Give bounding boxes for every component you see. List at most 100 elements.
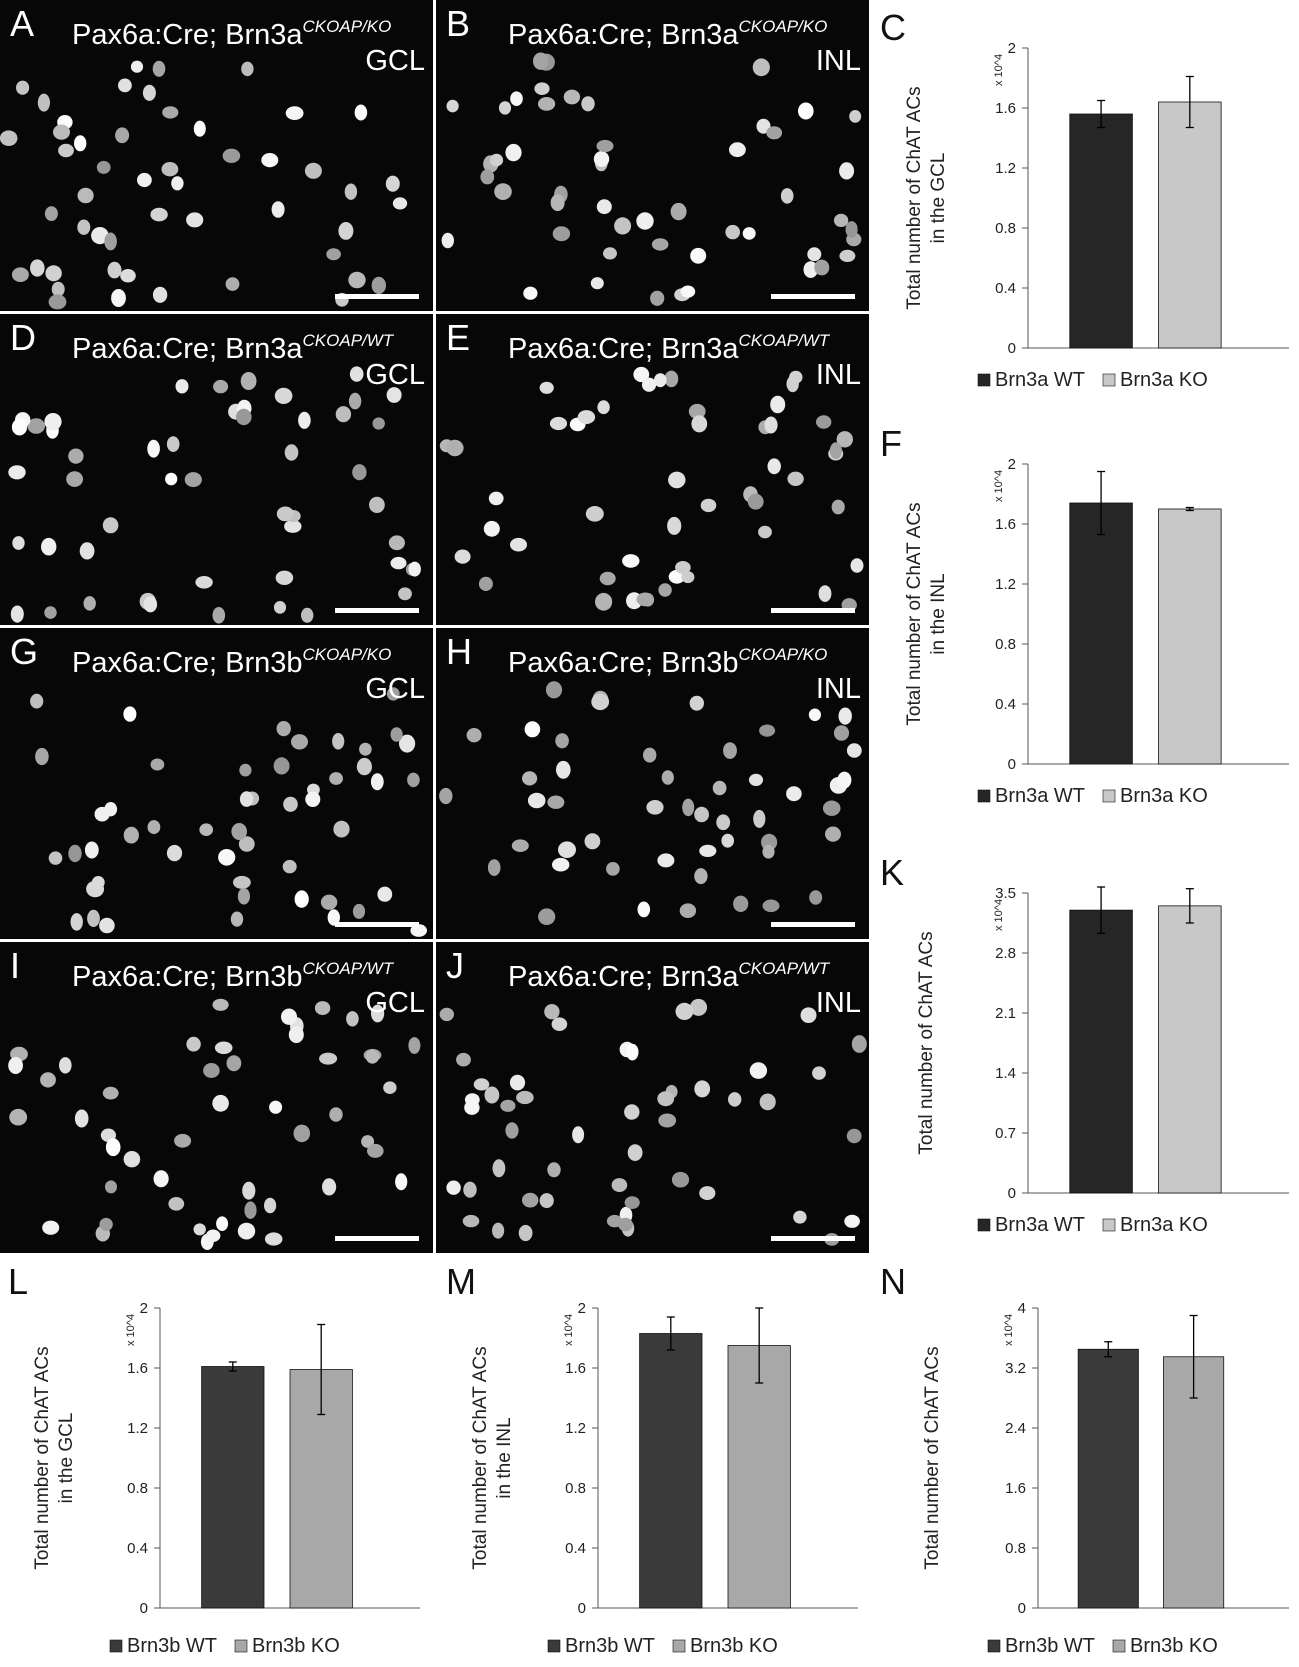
legend-swatch xyxy=(1102,373,1116,387)
cell-body xyxy=(216,1216,229,1231)
cell-body xyxy=(694,806,709,823)
cell-body xyxy=(346,1011,359,1027)
y-tick-label: 0.4 xyxy=(127,1540,148,1557)
cell-body xyxy=(162,106,179,119)
cell-body xyxy=(657,1091,675,1107)
genotype-label: Pax6a:Cre; Brn3aCKOAP/WT xyxy=(508,331,830,365)
cell-body xyxy=(226,1055,242,1072)
cell-body xyxy=(48,294,67,310)
cell-body xyxy=(212,1094,229,1112)
cell-body xyxy=(675,561,691,574)
cell-body xyxy=(818,585,832,602)
cell-body xyxy=(386,687,400,701)
micrograph-H: H Pax6a:Cre; Brn3bCKOAP/KO INL xyxy=(436,628,869,939)
cell-body xyxy=(408,1037,421,1054)
panel-label: J xyxy=(446,945,464,986)
cell-body xyxy=(463,1181,477,1198)
legend-label: Brn3a KO xyxy=(1120,785,1208,807)
cell-body xyxy=(585,506,604,522)
chart-F: F 0 0.4 0.8 1.2 1.6 2 x 10^4 Total number of Ch… xyxy=(878,424,1299,834)
cell-body xyxy=(239,791,254,807)
cell-body xyxy=(547,795,565,809)
cell-body xyxy=(849,110,862,123)
panel-label: B xyxy=(446,3,471,44)
y-tick-label: 0 xyxy=(1018,1600,1026,1617)
legend-swatch xyxy=(1102,789,1116,803)
cell-body xyxy=(464,1100,480,1115)
cell-body xyxy=(527,792,546,809)
y-axis-label-line: Total number of ChAT ACs xyxy=(922,1346,943,1569)
cell-body xyxy=(230,911,244,927)
panel-label: G xyxy=(10,631,39,672)
y-tick-label: 2 xyxy=(1008,40,1016,57)
cell-field xyxy=(8,366,421,624)
layer-label: INL xyxy=(815,673,861,705)
cell-body xyxy=(326,248,341,261)
cell-body xyxy=(446,99,459,113)
cell-body xyxy=(814,259,830,276)
cell-body xyxy=(488,491,504,506)
cell-body xyxy=(770,395,786,414)
layer-label: GCL xyxy=(365,45,425,77)
cell-body xyxy=(118,78,132,93)
cell-body xyxy=(833,213,849,227)
y-tick-label: 1.6 xyxy=(127,1360,148,1377)
cell-field xyxy=(439,998,867,1246)
y-tick-label: 0.8 xyxy=(995,220,1016,237)
cell-body xyxy=(611,1178,628,1193)
cell-body xyxy=(338,222,354,240)
y-tick-label: 0.7 xyxy=(995,1125,1016,1142)
cell-body xyxy=(487,859,501,876)
cell-body xyxy=(193,120,206,137)
y-unit-label: x 10^4 xyxy=(563,1314,575,1346)
y-axis-label: Total number of ChAT ACs in the INL xyxy=(904,502,949,725)
cell-body xyxy=(301,607,314,623)
cell-body xyxy=(354,104,368,121)
cell-body xyxy=(11,418,28,436)
cell-body xyxy=(650,290,665,306)
cell-body xyxy=(383,1081,397,1094)
cell-body xyxy=(199,823,213,836)
chart-C: C 0 0.4 0.8 1.2 1.6 2 x 10^4 Total number of Ch… xyxy=(878,8,1299,418)
y-tick-label: 2 xyxy=(578,1300,586,1317)
cell-body xyxy=(478,576,493,591)
cell-body xyxy=(780,188,794,204)
y-tick-label: 0.8 xyxy=(127,1480,148,1497)
cell-body xyxy=(492,1222,505,1239)
y-tick-label: 2 xyxy=(1008,456,1016,473)
cell-body xyxy=(87,909,100,927)
y-tick-label: 0 xyxy=(1008,756,1016,773)
cell-body xyxy=(42,1220,60,1235)
genotype-label: Pax6a:Cre; Brn3bCKOAP/WT xyxy=(72,959,394,993)
y-tick-label: 1.6 xyxy=(565,1360,586,1377)
legend-swatch xyxy=(977,1218,991,1232)
scale-bar xyxy=(771,294,855,299)
cell-body xyxy=(392,197,408,210)
cell-body xyxy=(636,212,654,230)
panel-label: M xyxy=(446,1261,476,1302)
cell-body xyxy=(370,773,384,791)
cell-body xyxy=(690,247,707,264)
cell-field xyxy=(8,998,421,1250)
bar xyxy=(1069,909,1133,1194)
cell-body xyxy=(539,1193,554,1209)
bar-chart: 0 0.4 0.8 1.2 1.6 2x 10^4 Total number of ChAT… xyxy=(470,1300,858,1657)
cell-body xyxy=(349,366,364,382)
cell-body xyxy=(407,772,420,788)
cell-body xyxy=(214,1041,233,1055)
legend-label: Brn3b WT xyxy=(565,1635,655,1657)
layer-label: GCL xyxy=(365,673,425,705)
cell-body xyxy=(522,1192,539,1208)
cell-body xyxy=(147,820,161,835)
cell-body xyxy=(766,126,783,140)
scale-bar xyxy=(771,1236,855,1241)
cell-body xyxy=(372,417,385,430)
y-tick-label: 0.4 xyxy=(565,1540,586,1557)
legend-swatch xyxy=(1102,1218,1116,1232)
cell-body xyxy=(839,162,855,180)
panel-label: H xyxy=(446,631,472,672)
y-tick-label: 2.4 xyxy=(1005,1420,1026,1437)
scale-bar xyxy=(335,294,419,299)
y-axis-label: Total number of ChAT ACs xyxy=(922,1346,943,1569)
cell-body xyxy=(44,413,62,431)
